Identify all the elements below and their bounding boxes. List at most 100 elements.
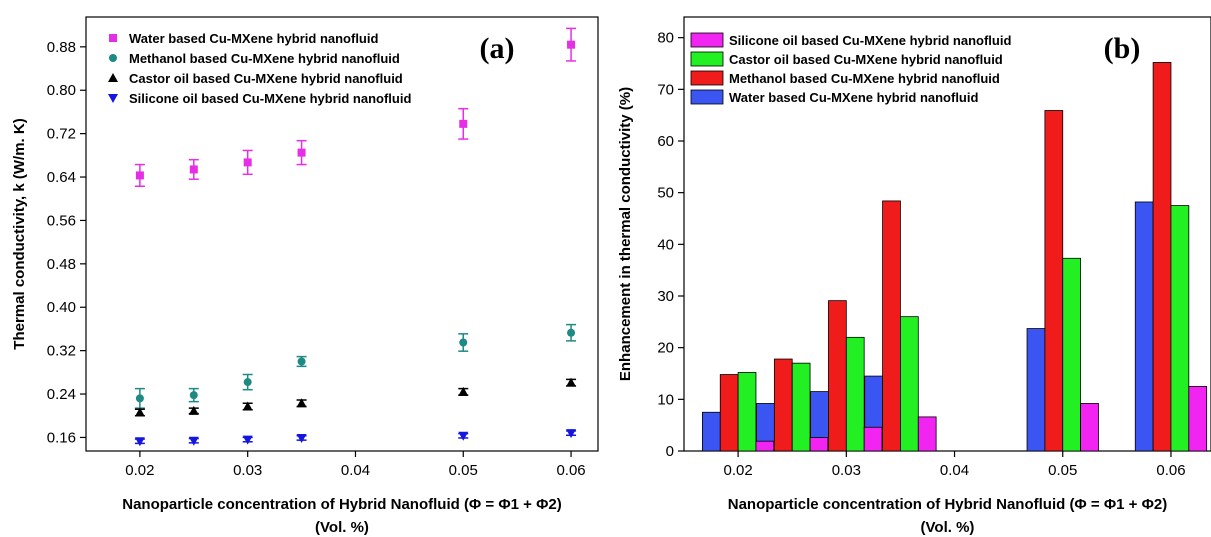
y-tick-label: 20 xyxy=(657,340,674,357)
bar xyxy=(882,200,901,452)
x-tick-label: 0.05 xyxy=(1048,462,1077,479)
panel-label: (b) xyxy=(1104,32,1141,65)
y-tick-label: 60 xyxy=(657,133,674,150)
data-point xyxy=(297,357,306,366)
bar xyxy=(1170,205,1190,452)
legend-entry: Castor oil based Cu-MXene hybrid nanoflu… xyxy=(729,52,1003,67)
legend-entry: Water based Cu-MXene hybrid nanofluid xyxy=(129,31,378,46)
data-point xyxy=(458,386,469,396)
bar xyxy=(1080,403,1099,452)
y-tick-label: 0.16 xyxy=(47,429,76,446)
y-tick-label: 0 xyxy=(666,443,674,460)
y-tick-label: 10 xyxy=(657,391,674,408)
data-point xyxy=(296,398,307,408)
data-point xyxy=(188,436,199,446)
data-point xyxy=(134,437,145,447)
bar xyxy=(900,316,919,452)
bar xyxy=(1026,328,1046,452)
bar xyxy=(791,362,811,452)
y-tick-label: 30 xyxy=(657,288,674,305)
legend-swatch xyxy=(690,89,724,105)
x-tick-label: 0.06 xyxy=(556,462,585,479)
y-tick-label: 0.56 xyxy=(47,212,76,229)
y-tick-label: 0.48 xyxy=(47,256,76,273)
x-axis-label: Nanoparticle concentration of Hybrid Nan… xyxy=(122,496,562,513)
legend-swatch xyxy=(690,51,724,67)
y-tick-label: 0.72 xyxy=(47,126,76,143)
data-point xyxy=(458,431,469,441)
x-tick-label: 0.02 xyxy=(125,462,154,479)
x-axis-label-unit: (Vol. %) xyxy=(315,519,369,536)
y-axis-label: Enhancement in thermal conductivity (%) xyxy=(617,87,634,381)
y-tick-label: 70 xyxy=(657,81,674,98)
legend-entry: Silicone oil based Cu-MXene hybrid nanof… xyxy=(729,33,1011,48)
y-tick-label: 0.40 xyxy=(47,299,76,316)
data-point xyxy=(108,94,118,103)
data-point xyxy=(109,34,117,42)
bar xyxy=(1134,201,1154,452)
data-point xyxy=(189,391,198,400)
y-tick-label: 0.64 xyxy=(47,169,76,186)
x-axis-label-unit: (Vol. %) xyxy=(921,519,975,536)
y-tick-label: 0.32 xyxy=(47,343,76,360)
data-point xyxy=(567,40,576,49)
bar xyxy=(917,416,937,452)
legend-swatch xyxy=(690,70,724,86)
data-point xyxy=(566,377,577,387)
y-tick-label: 50 xyxy=(657,185,674,202)
bar xyxy=(1152,62,1172,452)
bar xyxy=(809,437,829,452)
data-point xyxy=(243,378,252,387)
panel-a-scatter-chart: 0.02 0.03 0.04 0.05 0.06 0.16 0.24 0.32 0.40 0.48… xyxy=(11,16,599,536)
y-tick-label: 80 xyxy=(657,30,674,47)
bar xyxy=(828,300,847,452)
data-point xyxy=(296,433,307,443)
data-point xyxy=(108,73,118,82)
data-point xyxy=(134,407,145,417)
data-point xyxy=(109,54,117,62)
x-tick-label: 0.03 xyxy=(233,462,262,479)
bar xyxy=(1062,257,1082,452)
y-tick-label: 0.88 xyxy=(47,39,76,56)
data-point xyxy=(567,328,576,337)
x-tick-label: 0.04 xyxy=(341,462,370,479)
legend-entry: Methanol based Cu-MXene hybrid nanofluid xyxy=(129,51,400,66)
x-tick-label: 0.04 xyxy=(940,462,969,479)
legend-entry: Silicone oil based Cu-MXene hybrid nanof… xyxy=(129,91,411,106)
plot-frame xyxy=(683,16,1211,452)
y-tick-label: 0.24 xyxy=(47,386,76,403)
legend-swatch xyxy=(690,32,724,48)
panel-b-bar-chart: 0.02 0.03 0.04 0.05 0.06 0 10 20 30 40 50 60 70 80 Nan… xyxy=(617,16,1211,536)
data-point xyxy=(242,435,253,445)
x-tick-label: 0.06 xyxy=(1156,462,1185,479)
data-point xyxy=(297,148,306,157)
data-point xyxy=(566,429,577,439)
data-point xyxy=(243,158,252,167)
y-tick-label: 40 xyxy=(657,236,674,253)
bar xyxy=(719,374,739,452)
data-point xyxy=(459,338,468,347)
data-point xyxy=(189,165,198,174)
y-tick-label: 0.80 xyxy=(47,82,76,99)
bar xyxy=(1188,386,1208,452)
x-tick-label: 0.02 xyxy=(724,462,753,479)
legend-entry: Methanol based Cu-MXene hybrid nanofluid xyxy=(729,71,1000,86)
data-point xyxy=(135,171,144,180)
x-tick-label: 0.05 xyxy=(449,462,478,479)
bar xyxy=(737,372,757,452)
bar xyxy=(1044,110,1064,452)
data-point xyxy=(242,401,253,411)
legend-entry: Castor oil based Cu-MXene hybrid nanoflu… xyxy=(129,71,403,86)
legend-entry: Water based Cu-MXene hybrid nanofluid xyxy=(729,90,978,105)
bar xyxy=(845,336,865,452)
data-point xyxy=(135,394,144,403)
y-axis-label: Thermal conductivity, k (W/m. K) xyxy=(11,118,28,349)
bar xyxy=(755,440,775,452)
bar xyxy=(701,411,721,452)
x-tick-label: 0.03 xyxy=(832,462,861,479)
plot-frame xyxy=(85,16,599,452)
data-point xyxy=(188,405,199,415)
data-point xyxy=(459,119,468,128)
panel-label: (a) xyxy=(480,32,515,65)
